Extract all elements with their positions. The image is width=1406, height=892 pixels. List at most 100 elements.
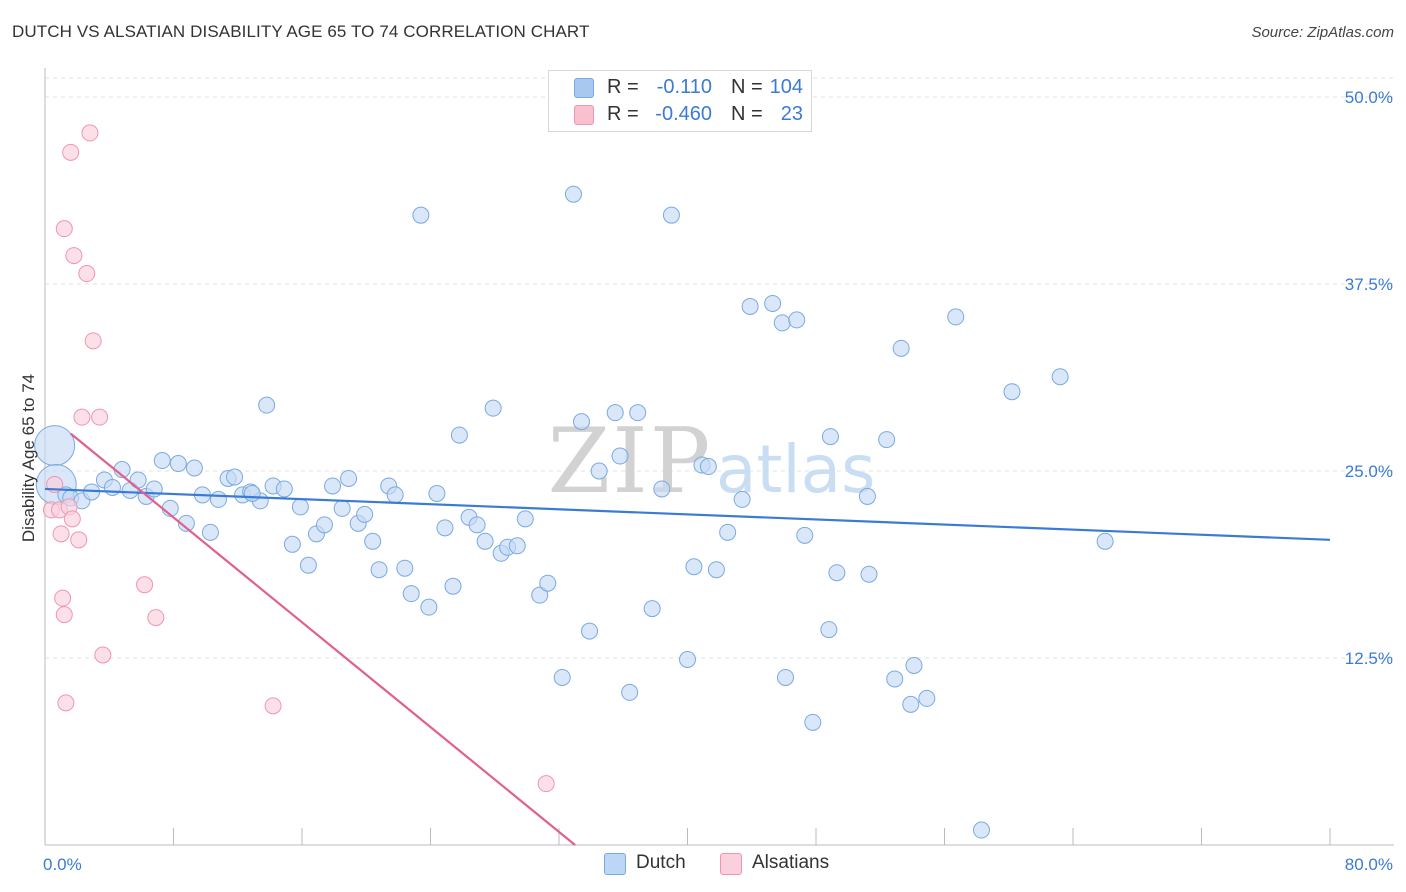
dutch-point (629, 404, 647, 422)
stats-legend: R = -0.110 N = 104 R = -0.460 N = 23 (548, 70, 812, 132)
alsatians-point (81, 124, 99, 142)
r-label: R = (607, 76, 639, 98)
dutch-point (643, 600, 661, 618)
alsatians-point (70, 531, 88, 549)
watermark-zip: ZIP (548, 409, 713, 514)
y-tick-label: 37.5% (1345, 275, 1393, 294)
alsatians-point (52, 525, 70, 543)
dutch-point (733, 490, 751, 508)
dutch-point (741, 297, 759, 315)
dutch-point (364, 532, 382, 550)
dutch-point (821, 428, 839, 446)
alsatians-point (62, 143, 80, 161)
dutch-point (539, 574, 557, 592)
dutch-point (828, 564, 846, 582)
dutch-point (444, 577, 462, 595)
dutch-point (484, 399, 502, 417)
dutch-point (396, 559, 414, 577)
dutch-point (804, 713, 822, 731)
dutch-point (947, 308, 965, 326)
dutch-point (572, 413, 590, 431)
dutch-point (820, 621, 838, 639)
dutch-point (773, 314, 791, 332)
stats-row-alsatians: R = -0.460 N = 23 (549, 101, 811, 127)
alsatians-point (54, 589, 72, 607)
dutch-point (764, 294, 782, 312)
alsatians-point (147, 609, 165, 627)
dutch-point (796, 526, 814, 544)
y-tick-label: 50.0% (1345, 88, 1393, 107)
dutch-point (719, 523, 737, 541)
dutch-swatch (574, 78, 594, 98)
dutch-point (340, 469, 358, 487)
r-value: -0.110 (656, 76, 712, 98)
dutch-point (402, 585, 420, 603)
alsatians-swatch (574, 105, 594, 125)
dutch-point (662, 206, 680, 224)
dutch-point (886, 670, 904, 688)
y-axis-label: Disability Age 65 to 74 (19, 374, 38, 542)
dutch-trend-line (44, 487, 1331, 541)
labels-layer: 12.5% 25.0% 37.5% 50.0% 0.0% 80.0% Disability … (19, 88, 1393, 874)
dutch-point (185, 459, 203, 477)
alsatians-point (94, 646, 112, 664)
dutch-point (1096, 532, 1114, 550)
dutch-point (860, 565, 878, 583)
dutch-point (905, 656, 923, 674)
alsatians-point (264, 697, 282, 715)
dutch-point (226, 468, 244, 486)
dutch-point (516, 510, 534, 528)
alsatians-point (73, 408, 91, 426)
dutch-point (356, 505, 374, 523)
dutch-point (776, 668, 794, 686)
n-label: N = (731, 76, 763, 98)
dutch-point (564, 185, 582, 203)
dutch-point (685, 558, 703, 576)
dutch-point (420, 598, 438, 616)
alsatians-point (136, 576, 154, 594)
n-value: 104 (769, 76, 803, 98)
dutch-point (153, 452, 171, 470)
alsatians-point (57, 694, 75, 712)
dutch-point (283, 535, 301, 553)
dutch-point (412, 206, 430, 224)
chart-title: DUTCH VS ALSATIAN DISABILITY AGE 65 TO 7… (12, 22, 590, 41)
dutch-point (878, 431, 896, 449)
dutch-point (129, 471, 147, 489)
dutch-point (34, 425, 76, 467)
dutch-point (653, 480, 671, 498)
dutch-point (315, 516, 333, 534)
dutch-point (1051, 368, 1069, 386)
dutch-point (103, 478, 121, 496)
dutch-point (428, 484, 446, 502)
dutch-point (169, 455, 187, 473)
dutch-point (275, 480, 293, 498)
dutch-point (450, 426, 468, 444)
alsatians-point (78, 265, 96, 283)
alsatians-point (91, 408, 109, 426)
dutch-point (707, 561, 725, 579)
source-credit: Source: ZipAtlas.com (1251, 24, 1394, 41)
dutch-point (699, 458, 717, 476)
n-value: 23 (780, 103, 803, 125)
alsatians-point (84, 332, 102, 350)
dutch-point (858, 487, 876, 505)
dutch-point (972, 821, 990, 839)
dutch-point (468, 516, 486, 534)
dutch-point (177, 514, 195, 532)
dutch-point (606, 404, 624, 422)
dutch-point (611, 447, 629, 465)
alsatians-legend-swatch (720, 853, 742, 875)
dutch-point (590, 462, 608, 480)
alsatians-point (65, 247, 83, 265)
alsatians-point (55, 220, 73, 238)
dutch-point (788, 311, 806, 329)
legend-label-dutch: Dutch (636, 852, 686, 873)
dutch-point (892, 339, 910, 357)
dutch-point (508, 537, 526, 555)
alsatians-point (63, 510, 81, 528)
dutch-point (291, 498, 309, 516)
dutch-point (918, 689, 936, 707)
dutch-legend-swatch (604, 853, 626, 875)
